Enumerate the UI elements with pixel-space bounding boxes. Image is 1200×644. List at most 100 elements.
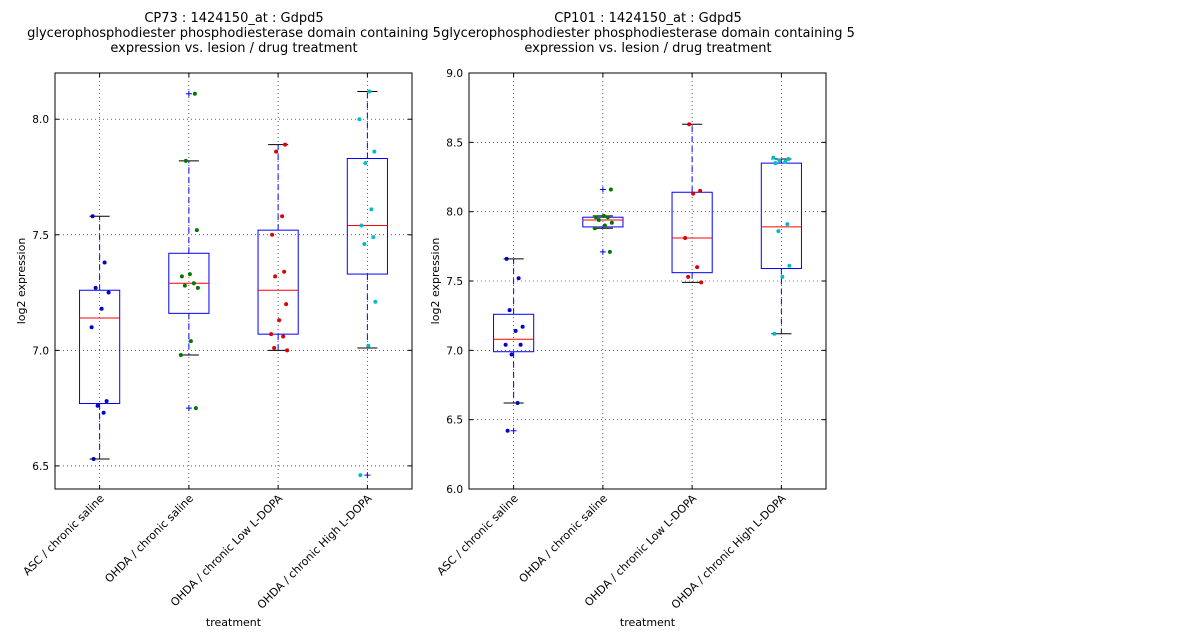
x-category-label: OHDA / chronic saline [516,492,610,586]
y-tick-label: 6.5 [32,461,49,473]
x-category-label: OHDA / chronic saline [102,492,196,586]
data-point [515,401,520,406]
outlier-marker [599,186,606,193]
data-point [195,285,200,290]
data-point [187,272,192,277]
data-point [609,220,614,225]
y-axis-label: log2 expression [429,238,442,325]
data-point [89,325,94,330]
y-tick-label: 7.0 [32,345,49,357]
data-point [104,399,109,404]
outlier-marker [364,472,371,479]
data-point [90,214,95,219]
data-point [281,334,286,339]
data-point [699,280,704,285]
x-category-label: ASC / chronic saline [21,492,107,578]
data-point [366,343,371,348]
data-point [698,188,703,193]
data-point [363,161,368,166]
data-point [194,228,199,233]
data-point [102,260,107,265]
data-point [516,276,521,281]
chart-panel-2: CP101 : 1424150_at : Gdpd5glycerophospho… [429,11,855,629]
data-point [601,213,606,218]
data-point [269,332,274,337]
data-point [282,269,287,274]
box-2 [168,90,210,412]
data-point [192,91,197,96]
chart-title-line-1: CP73 : 1424150_at : Gdpd5 [144,11,323,26]
y-tick-label: 7.0 [446,345,463,357]
data-point [507,308,512,313]
data-point [509,352,514,357]
data-point [270,232,275,237]
data-point [607,249,612,254]
axes-frame [468,72,827,490]
data-point [272,346,277,351]
x-category-label: ASC / chronic saline [435,492,521,578]
data-point [101,410,106,415]
data-point [95,403,100,408]
data-point [93,285,98,290]
data-point [505,428,510,433]
box-iqr [346,158,388,275]
data-point [273,274,278,279]
y-tick-label: 8.0 [32,114,49,126]
data-point [596,217,601,222]
data-point [683,236,688,241]
data-point [188,339,193,344]
data-point [608,187,613,192]
box-iqr [257,229,299,335]
box-iqr [671,191,713,274]
y-tick-label: 6.0 [446,484,463,496]
x-axis-label: treatment [206,616,262,629]
data-point [179,274,184,279]
data-point [695,265,700,270]
data-point [687,122,692,127]
data-point [359,223,364,228]
data-point [513,328,518,333]
data-point [283,142,288,147]
data-point [183,158,188,163]
y-tick-label: 8.0 [446,207,463,219]
data-point [284,302,289,307]
chart-title-line-3: expression vs. lesion / drug treatment [524,41,771,56]
box-4 [760,155,802,336]
y-tick-label: 9.0 [446,68,463,80]
data-point [193,406,198,411]
data-point [358,473,363,478]
data-point [285,348,290,353]
data-point [503,342,508,347]
data-point [773,161,778,166]
data-point [91,456,96,461]
data-point [277,318,282,323]
data-point [602,223,607,228]
y-tick-label: 6.5 [446,415,463,427]
outlier-marker [185,405,192,412]
x-axis-label: treatment [620,616,676,629]
data-point [776,229,781,234]
data-point [357,117,362,122]
box-2 [582,186,624,255]
box-iqr [493,313,535,353]
data-point [274,149,279,154]
data-point [605,215,610,220]
box-iqr [760,162,802,270]
box-4 [346,89,388,479]
y-tick-label: 8.5 [446,137,463,149]
outlier-marker [510,427,517,434]
data-point [787,263,792,268]
data-point [371,235,376,240]
data-point [592,226,597,231]
data-point [373,299,378,304]
box-1 [79,214,121,461]
chart-title-line-3: expression vs. lesion / drug treatment [110,41,357,56]
data-point [691,191,696,196]
data-point [686,274,691,279]
data-point [372,149,377,154]
y-tick-label: 7.5 [32,230,49,242]
data-point [786,156,791,161]
data-point [783,159,788,164]
